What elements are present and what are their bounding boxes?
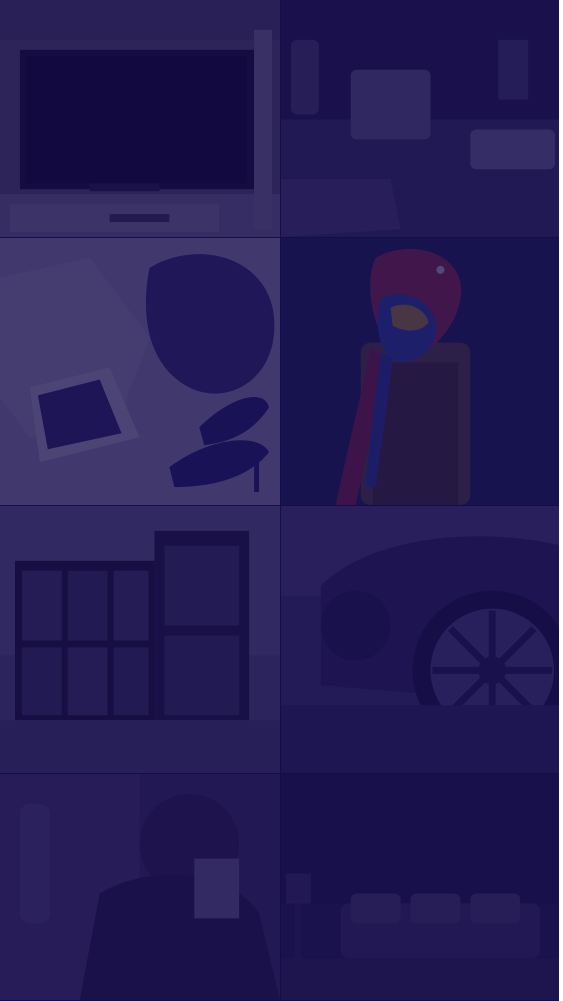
gallery-tile-sofa-interior[interactable] (281, 774, 563, 1001)
macaw-parrot-image (281, 238, 562, 505)
gallery-tile-macaw-parrot[interactable] (281, 238, 563, 506)
scrollbar[interactable] (559, 0, 563, 1001)
gallery-tile-tv-living-room[interactable] (0, 0, 281, 238)
gallery-tile-coffee-machine[interactable] (281, 0, 563, 238)
modern-house-image (0, 506, 280, 773)
gallery-tile-modern-house[interactable] (0, 506, 281, 774)
coffee-machine-image (281, 0, 562, 237)
fashion-flatlay-image (0, 238, 280, 505)
sofa-interior-image (281, 774, 562, 1000)
tv-living-room-image (0, 0, 280, 237)
portrait-image (0, 774, 280, 1000)
gallery-tile-fashion-flatlay[interactable] (0, 238, 281, 506)
sports-car-image (281, 506, 562, 773)
gallery-tile-portrait[interactable] (0, 774, 281, 1001)
gallery-tile-sports-car[interactable] (281, 506, 563, 774)
